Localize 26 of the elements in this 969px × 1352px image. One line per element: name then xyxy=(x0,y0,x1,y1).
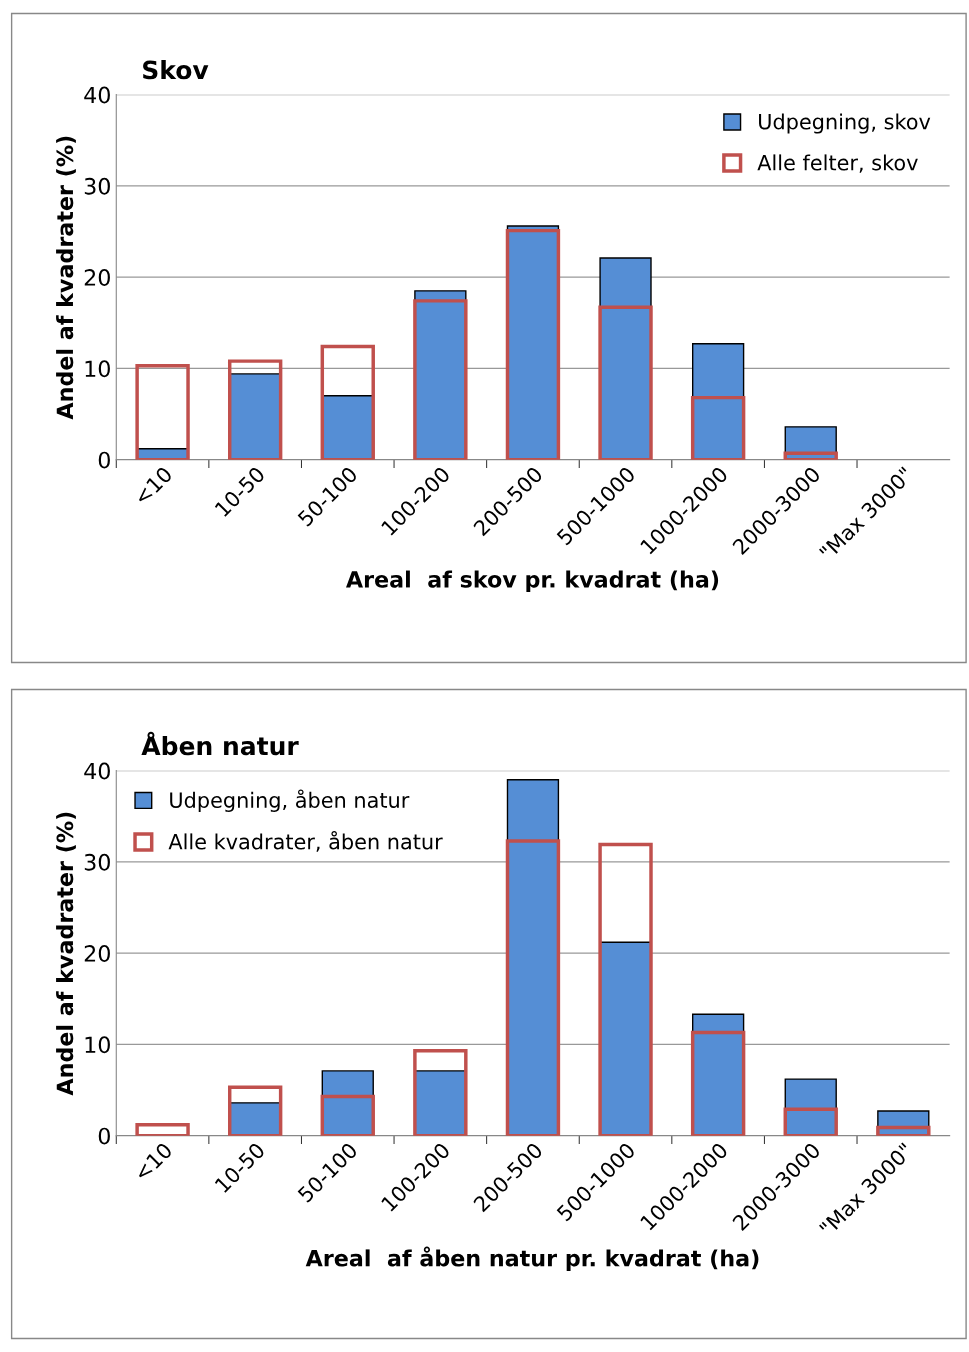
y-tick-label: 20 xyxy=(84,945,110,962)
bar xyxy=(506,779,560,1136)
bar xyxy=(599,257,652,460)
y-tick-label: 0 xyxy=(98,451,110,469)
y-tick-label: 30 xyxy=(84,853,110,871)
y-tick-label: 10 xyxy=(85,1036,110,1054)
legend-label: Alle kvadrater, åben natur xyxy=(168,830,443,852)
y-tick-label: 0 xyxy=(98,1127,110,1145)
x-tick-label: <10 xyxy=(133,465,173,506)
chart-title: Åben natur xyxy=(141,731,299,756)
y-axis-title: Andel af kvadrater (%) xyxy=(56,136,76,420)
legend-label: Udpegning, skov xyxy=(759,113,931,134)
y-tick-label: 20 xyxy=(84,269,110,286)
x-axis-title: Areal af åben natur pr. kvadrat (ha) xyxy=(305,1246,759,1271)
y-tick-label: 40 xyxy=(84,86,110,104)
y-tick-label: 30 xyxy=(84,177,110,195)
bar xyxy=(691,343,745,460)
y-tick-label: 10 xyxy=(85,360,110,378)
x-tick-label: <10 xyxy=(133,1141,173,1182)
y-tick-label: 40 xyxy=(84,762,110,780)
legend-label: Udpegning, åben natur xyxy=(170,789,410,813)
bar xyxy=(229,373,282,460)
x-axis-title: Areal af skov pr. kvadrat (ha) xyxy=(346,570,719,593)
legend-label: Alle felter, skov xyxy=(757,154,918,173)
chart-title: Skov xyxy=(143,60,209,80)
y-axis-title: Andel af kvadrater (%) xyxy=(56,812,76,1096)
